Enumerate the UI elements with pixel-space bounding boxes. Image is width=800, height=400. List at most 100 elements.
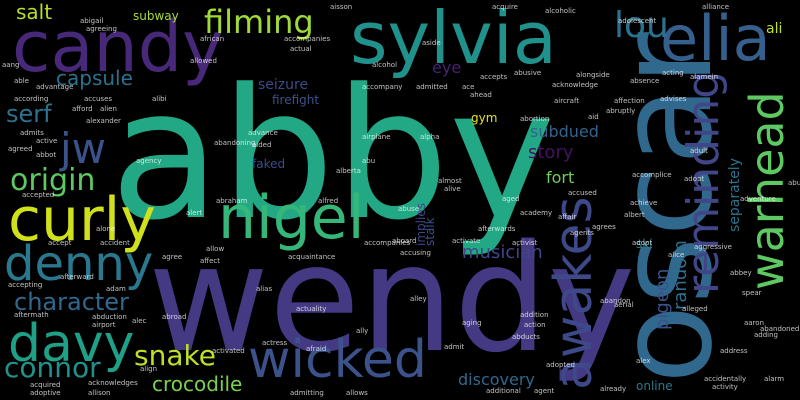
cloud-word: accusing <box>400 249 431 257</box>
cloud-word: advantage <box>36 83 74 91</box>
cloud-word: story <box>528 142 574 163</box>
cloud-word: seizure <box>258 77 309 93</box>
cloud-word: aside <box>422 39 441 47</box>
cloud-word: alpha <box>420 133 440 141</box>
cloud-word: accused <box>568 189 597 197</box>
cloud-word: acknowledge <box>552 81 599 89</box>
cloud-word: adopt <box>684 175 705 183</box>
cloud-word: connor <box>4 351 101 384</box>
cloud-word: warhead <box>740 91 794 290</box>
cloud-word: abducts <box>512 333 540 341</box>
cloud-word: aisson <box>330 3 353 11</box>
cloud-word: agent <box>534 387 555 395</box>
cloud-word: activist <box>512 239 538 247</box>
cloud-word: adolescent <box>618 17 657 25</box>
cloud-word: abortion <box>520 115 550 123</box>
cloud-word: fort <box>546 168 575 187</box>
cloud-word: african <box>200 35 225 43</box>
cloud-word: aircraft <box>554 97 580 105</box>
cloud-word: alex <box>636 357 651 365</box>
cloud-word: wendy <box>148 213 636 385</box>
cloud-word: capsule <box>56 66 133 90</box>
cloud-word: addition <box>520 311 549 319</box>
cloud-word: actual <box>290 45 312 53</box>
cloud-word: alias <box>256 285 273 293</box>
cloud-word: filming <box>204 3 314 41</box>
cloud-word: jw <box>60 124 107 173</box>
cloud-word: denny <box>4 236 154 292</box>
cloud-word: able <box>14 77 29 85</box>
cloud-word: agents <box>570 229 594 237</box>
cloud-word: adoptive <box>30 389 61 397</box>
cloud-word: abuse <box>398 205 420 213</box>
cloud-word: wicked <box>248 330 427 390</box>
cloud-word: allow <box>206 245 225 253</box>
cloud-word: aang <box>2 61 20 69</box>
cloud-word: airport <box>92 321 116 329</box>
cloud-word: allowed <box>190 57 217 65</box>
cloud-word: crocodile <box>152 372 243 396</box>
cloud-word: aged <box>502 195 520 203</box>
cloud-word: abigail <box>80 17 104 25</box>
cloud-word: academy <box>520 209 553 217</box>
cloud-word: alberta <box>336 167 361 175</box>
cloud-word: additional <box>486 387 521 395</box>
cloud-word: accepted <box>22 191 55 199</box>
cloud-word: abraham <box>216 197 248 205</box>
cloud-word: snake <box>134 339 216 372</box>
cloud-word: abduction <box>92 313 127 321</box>
cloud-word: address <box>720 347 748 355</box>
cloud-word: lou <box>614 5 669 46</box>
cloud-word: ahead <box>470 91 492 99</box>
cloud-word: acknowledges <box>88 379 138 387</box>
cloud-word: activate <box>452 237 481 245</box>
cloud-word: ally <box>356 327 369 335</box>
cloud-word: adult <box>690 147 708 155</box>
cloud-word: elia <box>660 2 771 75</box>
cloud-word: abandon <box>600 297 631 305</box>
cloud-word: abbey <box>730 269 752 277</box>
cloud-word: accuses <box>84 95 113 103</box>
cloud-word: affect <box>200 257 221 265</box>
cloud-word: activity <box>712 383 738 391</box>
cloud-word: aaron <box>744 319 765 327</box>
cloud-word: alleged <box>682 305 708 313</box>
cloud-word: davy <box>8 314 135 374</box>
cloud-word: admit <box>444 343 465 351</box>
cloud-word: alive <box>444 185 461 193</box>
cloud-word: aging <box>462 319 482 327</box>
cloud-word: acquired <box>30 381 61 389</box>
cloud-word: active <box>36 137 58 145</box>
cloud-word: firefight <box>272 93 320 107</box>
cloud-word: abandoning <box>214 139 256 147</box>
cloud-word: accident <box>100 239 130 247</box>
cloud-word: actuality <box>296 305 327 313</box>
cloud-word: online <box>636 379 673 393</box>
cloud-word: alien <box>100 105 117 113</box>
cloud-word: advance <box>248 129 278 137</box>
cloud-word: afterwards <box>478 225 516 233</box>
cloud-word: agree <box>162 253 183 261</box>
cloud-word: already <box>600 385 627 393</box>
cloud-word: afraid <box>306 345 327 353</box>
cloud-word: alcohol <box>372 61 398 69</box>
cloud-word: afford <box>72 105 93 113</box>
cloud-word: faked <box>252 157 286 171</box>
cloud-word: nigel <box>218 183 365 253</box>
cloud-word: afterward <box>60 273 94 281</box>
cloud-word: musician <box>462 242 543 263</box>
cloud-word: acquire <box>492 3 518 11</box>
cloud-word: abbot <box>36 151 57 159</box>
cloud-word: subway <box>133 9 179 23</box>
cloud-word: abby <box>110 51 556 260</box>
cloud-word: allison <box>88 389 111 397</box>
cloud-word: advises <box>660 95 687 103</box>
cloud-word: sylvia <box>350 0 557 80</box>
cloud-word: alice <box>668 251 685 259</box>
cloud-word: action <box>524 321 546 329</box>
cloud-word: albert <box>624 211 645 219</box>
cloud-word: accepting <box>8 281 43 289</box>
cloud-word: alone <box>96 225 116 233</box>
cloud-word: alarm <box>764 375 785 383</box>
cloud-word: alcoholic <box>545 7 576 15</box>
